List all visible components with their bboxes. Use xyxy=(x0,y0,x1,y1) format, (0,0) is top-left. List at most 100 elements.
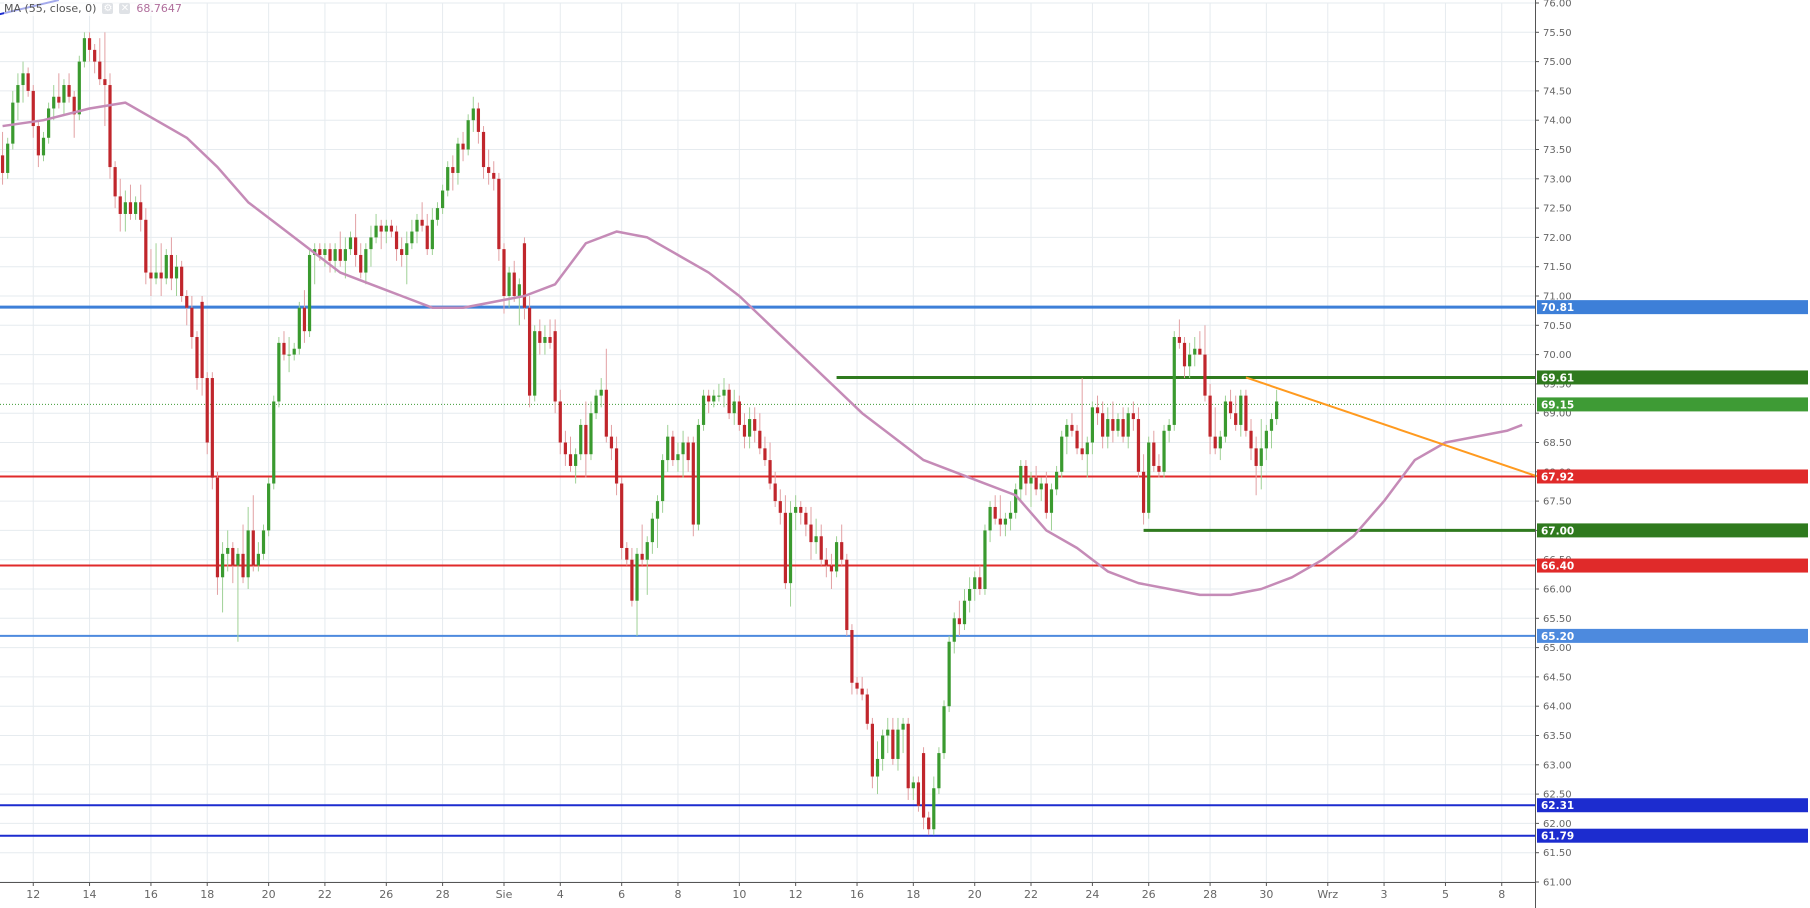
candle xyxy=(773,471,777,507)
candle-body xyxy=(993,506,997,519)
candle xyxy=(860,676,864,701)
time-tick-label: Sie xyxy=(496,888,513,901)
candle xyxy=(435,202,440,226)
candle-body xyxy=(1019,465,1023,490)
price-badge-bg xyxy=(1537,828,1808,843)
candle-body xyxy=(139,202,143,220)
candle-body xyxy=(1177,337,1181,343)
candle-body xyxy=(881,735,885,759)
candle-body xyxy=(942,706,946,754)
candle xyxy=(727,383,731,420)
candle-body xyxy=(16,85,20,103)
candle-body xyxy=(614,448,619,484)
price-axis[interactable]: 61.00 61.50 62.00 62.50 63.00 63.50 64.00 64.50… xyxy=(1535,0,1572,908)
candle-body xyxy=(323,249,327,255)
candle-body xyxy=(1075,430,1079,449)
candle xyxy=(466,114,470,156)
candle-body xyxy=(1054,471,1059,490)
price-tick-label: 74.00 xyxy=(1543,116,1572,127)
time-tick-label: 18 xyxy=(906,888,920,901)
candle xyxy=(778,489,782,525)
price-badge-bg xyxy=(1537,628,1808,643)
candle-body xyxy=(579,424,583,455)
price-badge-label: 67.00 xyxy=(1541,525,1574,537)
candle-body xyxy=(1101,413,1105,437)
candle xyxy=(133,196,138,220)
candle xyxy=(1141,454,1146,525)
candle-body xyxy=(988,506,992,531)
price-tick-label: 72.50 xyxy=(1543,204,1572,215)
candle xyxy=(256,542,260,572)
candle xyxy=(108,73,112,179)
candle-body xyxy=(829,565,834,572)
candle-body xyxy=(824,559,828,566)
close-icon[interactable]: ✕ xyxy=(119,2,131,14)
candle-body xyxy=(195,337,199,379)
candle-body xyxy=(1269,419,1274,431)
candle-body xyxy=(1259,448,1263,466)
candle-body xyxy=(400,249,404,255)
candle xyxy=(1080,378,1084,461)
candle xyxy=(313,243,317,285)
candle xyxy=(1126,407,1130,449)
candle-body xyxy=(149,272,153,279)
candle xyxy=(563,430,567,466)
candle xyxy=(686,436,690,472)
candle xyxy=(671,430,675,466)
candle xyxy=(1147,436,1151,519)
candle xyxy=(645,536,649,595)
candle xyxy=(497,172,501,261)
candle-body xyxy=(103,79,107,86)
candle xyxy=(169,237,174,291)
time-axis[interactable]: 12 14 16 18 20 22 26 28 Sie 4 6 8 10 12 16 18 20 22 24 26 28… xyxy=(0,882,1535,901)
candle xyxy=(932,776,936,836)
candle xyxy=(640,524,644,566)
price-tick-label: 70.00 xyxy=(1543,350,1572,361)
candle-body xyxy=(1208,395,1212,437)
candle xyxy=(650,512,654,554)
candle xyxy=(1213,407,1217,455)
candle xyxy=(297,301,301,355)
candle-body xyxy=(1008,512,1013,519)
candle-body xyxy=(1254,448,1258,466)
candle-body xyxy=(440,190,445,209)
candle xyxy=(1044,471,1048,519)
gear-icon[interactable]: ⚙ xyxy=(102,2,114,14)
candle-body xyxy=(364,249,368,273)
time-tick-label: 10 xyxy=(732,888,746,901)
candle xyxy=(374,213,378,244)
candle xyxy=(517,278,521,326)
candle-body xyxy=(256,553,260,566)
candle-body xyxy=(1065,424,1069,437)
candle-body xyxy=(456,143,460,173)
candle-body xyxy=(359,254,363,273)
candle-body xyxy=(768,460,772,484)
candle-body xyxy=(1193,348,1197,355)
candle-body xyxy=(937,753,941,789)
candle xyxy=(1090,401,1095,455)
candle xyxy=(886,717,890,754)
candle-body xyxy=(1136,419,1141,472)
candle xyxy=(952,612,956,654)
time-tick-label: 28 xyxy=(436,888,450,901)
price-badge-bg xyxy=(1537,523,1808,538)
candle-body xyxy=(236,553,240,566)
candle xyxy=(707,389,711,414)
candle xyxy=(1029,471,1033,507)
candle xyxy=(348,231,353,255)
price-tick-label: 67.50 xyxy=(1543,497,1572,508)
candle xyxy=(614,436,619,496)
candle-body xyxy=(98,61,102,80)
indicator-legend: MA (55, close, 0) ⚙ ✕ 68.7647 xyxy=(4,0,182,16)
candle xyxy=(676,442,680,472)
price-badge-bg xyxy=(1537,300,1808,315)
candle xyxy=(292,342,296,361)
candle-body xyxy=(379,225,383,232)
candle xyxy=(57,73,61,109)
candle xyxy=(492,161,496,191)
candle xyxy=(742,413,747,449)
candle-body xyxy=(118,196,122,214)
candle-body xyxy=(681,442,685,455)
candle-body xyxy=(1126,413,1130,437)
